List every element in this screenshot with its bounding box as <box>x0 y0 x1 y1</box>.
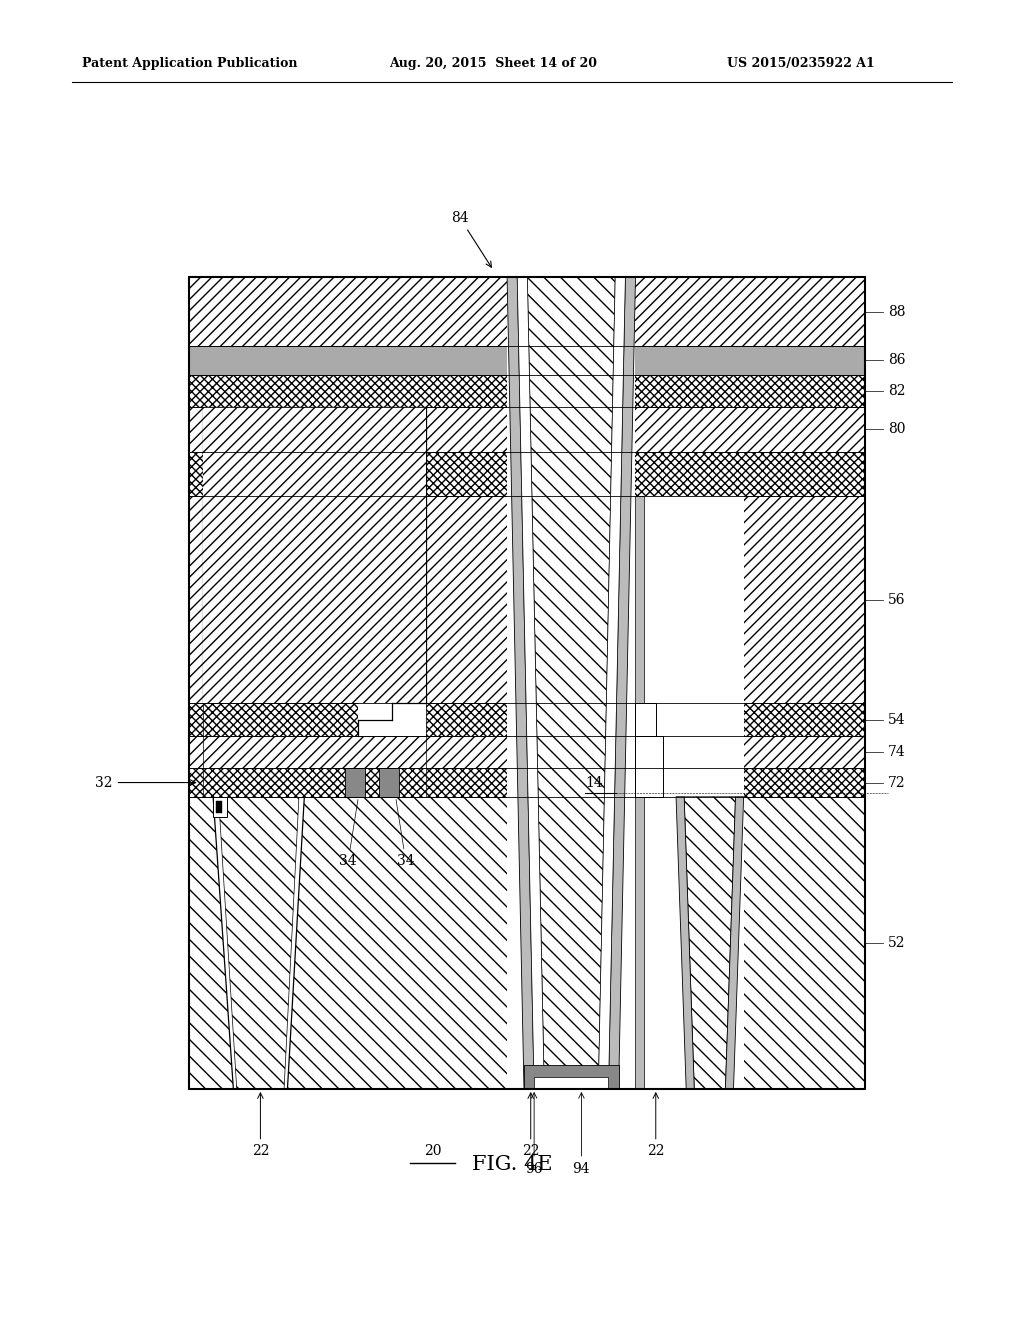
Bar <box>189 496 865 704</box>
Text: 96: 96 <box>525 1093 543 1176</box>
Text: 84: 84 <box>451 211 492 267</box>
Polygon shape <box>598 277 626 1089</box>
Bar <box>203 768 426 797</box>
Text: 22: 22 <box>522 1093 540 1159</box>
Bar <box>189 407 865 451</box>
Text: 74: 74 <box>888 744 905 759</box>
Text: Patent Application Publication: Patent Application Publication <box>82 57 297 70</box>
Text: 94: 94 <box>572 1093 590 1176</box>
Bar <box>358 704 426 735</box>
Text: 72: 72 <box>888 776 905 789</box>
Bar <box>213 797 226 817</box>
Text: US 2015/0235922 A1: US 2015/0235922 A1 <box>727 57 874 70</box>
Bar <box>189 704 865 735</box>
Text: 52: 52 <box>888 936 905 950</box>
Bar <box>636 735 663 797</box>
Text: 86: 86 <box>888 354 905 367</box>
Polygon shape <box>213 797 304 1089</box>
Polygon shape <box>517 277 545 1089</box>
Bar <box>189 797 865 1089</box>
Bar <box>507 277 636 1089</box>
Bar <box>636 704 655 735</box>
Bar <box>345 768 366 797</box>
Polygon shape <box>608 277 636 1089</box>
Bar <box>189 277 865 346</box>
Text: 14: 14 <box>585 776 603 789</box>
Polygon shape <box>676 797 694 1089</box>
Bar <box>535 1077 608 1089</box>
Polygon shape <box>684 797 735 1089</box>
Text: 80: 80 <box>888 422 905 437</box>
Text: 20: 20 <box>424 1144 441 1159</box>
Bar <box>203 704 426 735</box>
Polygon shape <box>725 797 743 1089</box>
Bar <box>392 704 426 735</box>
Text: 82: 82 <box>888 384 905 397</box>
Bar <box>189 451 865 496</box>
Text: 54: 54 <box>888 713 905 726</box>
Bar <box>189 768 865 797</box>
Bar <box>203 407 426 704</box>
Bar <box>203 407 426 704</box>
Text: 32: 32 <box>95 776 196 789</box>
Polygon shape <box>507 277 535 1089</box>
Bar <box>524 1065 618 1089</box>
Text: 22: 22 <box>252 1093 269 1159</box>
Bar <box>189 346 865 375</box>
Text: 34: 34 <box>339 800 358 869</box>
Bar <box>203 735 426 768</box>
Text: Aug. 20, 2015  Sheet 14 of 20: Aug. 20, 2015 Sheet 14 of 20 <box>389 57 597 70</box>
Bar <box>676 797 743 1089</box>
Bar <box>189 735 865 768</box>
Bar <box>189 277 865 1089</box>
Bar <box>216 801 222 813</box>
Bar <box>636 496 743 1089</box>
Text: 22: 22 <box>647 1093 665 1159</box>
Text: 56: 56 <box>888 593 905 607</box>
Text: 34: 34 <box>396 800 415 869</box>
Polygon shape <box>527 277 615 1089</box>
Bar <box>379 768 399 797</box>
Text: FIG. 4E: FIG. 4E <box>472 1155 552 1173</box>
Bar <box>636 496 644 1089</box>
Text: 88: 88 <box>888 305 905 318</box>
Bar <box>189 375 865 407</box>
Polygon shape <box>218 797 299 1089</box>
